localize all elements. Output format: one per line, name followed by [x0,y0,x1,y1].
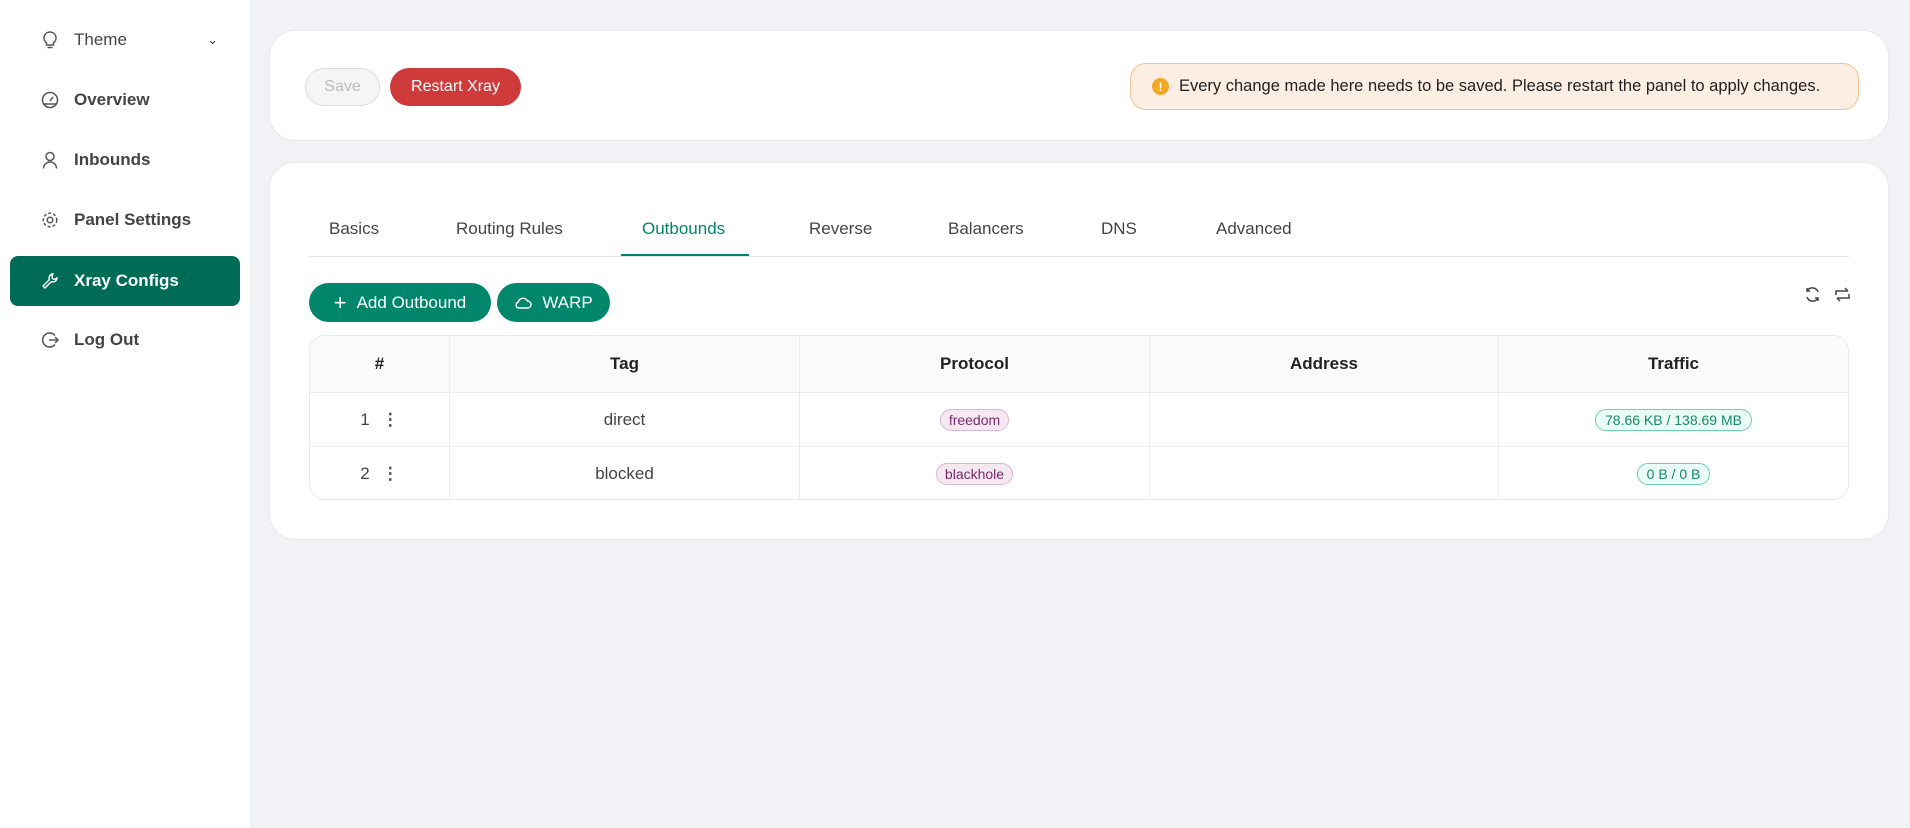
protocol-tag: blackhole [935,463,1014,485]
sidebar-item-overview[interactable]: Overview [10,75,240,125]
restart-xray-button[interactable]: Restart Xray [390,68,521,106]
header-protocol: Protocol [800,336,1150,392]
header-index: # [310,336,450,392]
table-header: # Tag Protocol Address Traffic [310,336,1848,393]
sidebar-item-theme[interactable]: Theme ⌄ [10,15,240,65]
tabs-divider [309,256,1849,257]
tab-dns[interactable]: DNS [1101,219,1137,238]
outbounds-table: # Tag Protocol Address Traffic 1 ⋮ direct… [309,335,1849,500]
row-tag: direct [450,393,800,446]
sidebar-item-inbounds[interactable]: Inbounds [10,135,240,185]
cloud-icon [514,297,532,309]
row-address [1150,393,1499,446]
more-actions-icon[interactable]: ⋮ [381,464,399,483]
tab-advanced[interactable]: Advanced [1216,219,1292,238]
dashboard-icon [40,90,60,110]
warning-icon: ! [1152,78,1169,95]
table-row: 1 ⋮ direct freedom 78.66 KB / 138.69 MB [310,393,1848,447]
sidebar-item-log-out[interactable]: Log Out [10,315,240,365]
table-row: 2 ⋮ blocked blackhole 0 B / 0 B [310,447,1848,499]
tab-reverse[interactable]: Reverse [809,219,873,238]
refresh-icon[interactable] [1804,286,1821,308]
sidebar: Theme ⌄ Overview Inbounds Panel Settings… [0,0,250,828]
more-actions-icon[interactable]: ⋮ [381,409,399,429]
header-traffic: Traffic [1499,336,1848,392]
tab-routing-rules[interactable]: Routing Rules [456,219,563,238]
gear-icon [40,210,60,230]
bulb-icon [40,30,60,50]
swap-icon[interactable] [1834,286,1851,308]
row-index: 2 [360,464,370,483]
chevron-down-icon: ⌄ [207,32,218,47]
plus-icon: + [333,289,347,315]
warp-button[interactable]: WARP [497,283,610,322]
sidebar-item-panel-settings[interactable]: Panel Settings [10,195,240,245]
save-warning-alert: ! Every change made here needs to be sav… [1130,63,1859,110]
wrench-icon [40,271,60,291]
tab-outbounds[interactable]: Outbounds [642,219,726,238]
sidebar-item-xray-configs[interactable]: Xray Configs [10,256,240,306]
header-tag: Tag [450,336,800,392]
active-tab-indicator [621,254,749,256]
tab-balancers[interactable]: Balancers [948,219,1024,238]
tab-basics[interactable]: Basics [329,219,380,238]
save-button[interactable]: Save [305,68,380,106]
protocol-tag: freedom [939,408,1010,431]
header-address: Address [1150,336,1499,392]
traffic-badge: 78.66 KB / 138.69 MB [1595,408,1752,431]
logout-icon [40,330,60,350]
user-icon [40,150,60,170]
row-address [1150,447,1499,499]
add-outbound-button[interactable]: + Add Outbound [309,283,491,322]
row-index: 1 [360,409,370,429]
row-tag: blocked [450,447,800,499]
traffic-badge: 0 B / 0 B [1636,463,1711,485]
